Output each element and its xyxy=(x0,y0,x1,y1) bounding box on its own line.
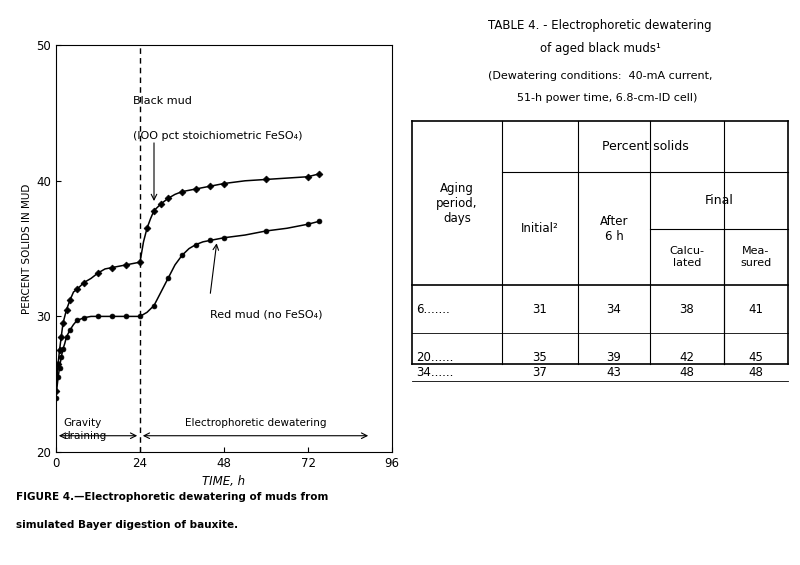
Y-axis label: PERCENT SOLIDS IN MUD: PERCENT SOLIDS IN MUD xyxy=(22,184,32,314)
Text: 42: 42 xyxy=(679,351,694,364)
Text: 41: 41 xyxy=(749,303,763,316)
Text: FIGURE 4.—Electrophoretic dewatering of muds from: FIGURE 4.—Electrophoretic dewatering of … xyxy=(16,492,328,502)
Text: 51-h power time, 6.8-cm-ID cell): 51-h power time, 6.8-cm-ID cell) xyxy=(503,93,697,103)
Text: After
6 h: After 6 h xyxy=(600,215,628,243)
Text: Percent solids: Percent solids xyxy=(602,140,688,154)
Text: 45: 45 xyxy=(749,351,763,364)
Text: 6.......: 6....... xyxy=(416,303,450,316)
Text: Final: Final xyxy=(705,194,734,207)
Text: 48: 48 xyxy=(749,366,763,380)
Text: 31: 31 xyxy=(533,303,547,316)
Text: 37: 37 xyxy=(533,366,547,380)
Text: (lOO pct stoichiometric FeSO₄): (lOO pct stoichiometric FeSO₄) xyxy=(133,131,302,141)
Text: Mea-
sured: Mea- sured xyxy=(740,246,772,268)
Text: Black mud: Black mud xyxy=(133,96,192,106)
Text: Aging
period,
days: Aging period, days xyxy=(436,182,478,225)
Text: 43: 43 xyxy=(606,366,622,380)
Text: Red mud (no FeSO₄): Red mud (no FeSO₄) xyxy=(210,310,322,320)
Text: 35: 35 xyxy=(533,351,547,364)
Text: 48: 48 xyxy=(679,366,694,380)
Text: 34......: 34...... xyxy=(416,366,454,380)
Text: Initial²: Initial² xyxy=(521,222,559,236)
X-axis label: TIME, h: TIME, h xyxy=(202,475,246,488)
Text: 34: 34 xyxy=(606,303,622,316)
Text: 38: 38 xyxy=(680,303,694,316)
Text: (Dewatering conditions:  40-mA current,: (Dewatering conditions: 40-mA current, xyxy=(488,71,712,81)
Text: 39: 39 xyxy=(606,351,622,364)
Text: Calcu-
lated: Calcu- lated xyxy=(670,246,705,268)
Text: draining: draining xyxy=(63,431,106,441)
Text: simulated Bayer digestion of bauxite.: simulated Bayer digestion of bauxite. xyxy=(16,520,238,530)
Text: of aged black muds¹: of aged black muds¹ xyxy=(539,41,661,55)
Text: TABLE 4. - Electrophoretic dewatering: TABLE 4. - Electrophoretic dewatering xyxy=(488,19,712,32)
Text: 20......: 20...... xyxy=(416,351,454,364)
Text: Electrophoretic dewatering: Electrophoretic dewatering xyxy=(185,418,326,428)
Text: Gravity: Gravity xyxy=(63,418,102,428)
